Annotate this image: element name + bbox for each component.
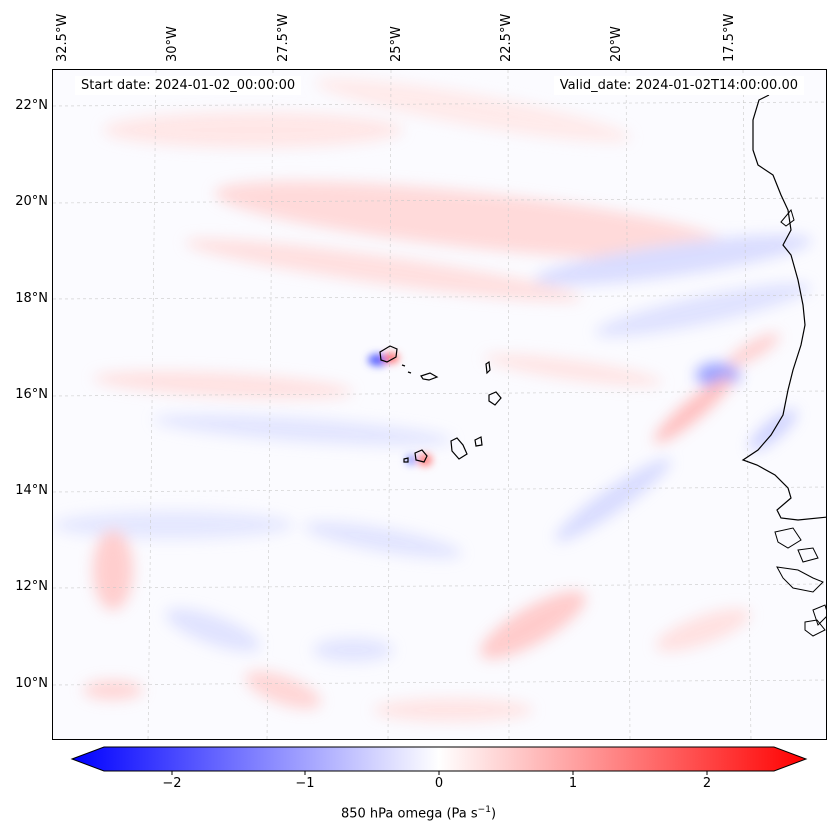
lat-label: 10°N	[15, 676, 48, 691]
colorbar-label: 850 hPa omega (Pa s−1)	[0, 805, 837, 821]
colorbar-bar	[70, 746, 808, 772]
lat-label: 22°N	[15, 98, 48, 113]
lat-label: 18°N	[15, 291, 48, 306]
field-name: 850 hPa omega	[340, 806, 443, 822]
colorbar-tick: 0	[434, 776, 444, 791]
colorbar-tick: 2	[702, 776, 712, 791]
unit-exponent: −1	[477, 805, 491, 815]
unit-text: (Pa s	[446, 806, 478, 822]
lat-label: 20°N	[15, 194, 48, 209]
valid-date-label: Valid_date: 2024-01-02T14:00:00.00	[553, 76, 804, 95]
omega-field	[53, 70, 826, 739]
lat-label: 12°N	[15, 579, 48, 594]
omega-map: Start date: 2024-01-02_00:00:00 Valid_da…	[52, 69, 827, 740]
lat-label: 16°N	[15, 387, 48, 402]
start-date-label: Start date: 2024-01-02_00:00:00	[75, 76, 302, 95]
colorbar-tick: −1	[295, 776, 315, 791]
lat-label: 14°N	[15, 483, 48, 498]
colorbar-tick: 1	[568, 776, 578, 791]
unit-close: )	[490, 806, 497, 822]
colorbar-tick: −2	[162, 776, 182, 791]
